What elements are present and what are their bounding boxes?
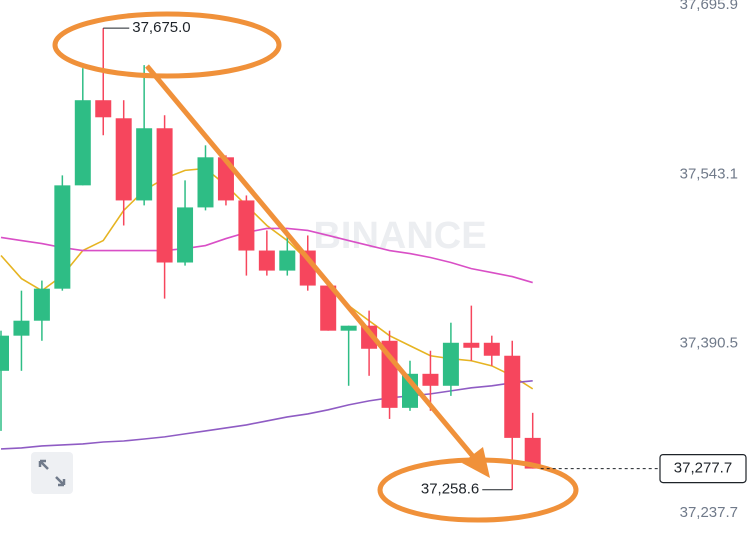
candle-body <box>320 285 337 331</box>
candle-body <box>0 335 9 371</box>
candle-body <box>74 100 91 186</box>
annotation-label: 37,258.6 <box>421 481 479 498</box>
candle-body <box>54 185 71 289</box>
candle-body <box>524 437 541 469</box>
last-price-label: 37,277.7 <box>674 460 732 477</box>
candle-body <box>463 342 480 348</box>
candle-body <box>136 128 153 201</box>
candle-body <box>361 325 378 349</box>
candle-body <box>504 355 521 438</box>
fullscreen-button[interactable] <box>31 452 73 494</box>
candle-body <box>299 250 316 286</box>
candle-body <box>13 320 30 336</box>
y-tick-label: 37,237.7 <box>680 504 738 521</box>
ma-line <box>0 227 533 284</box>
candle-body <box>197 157 214 208</box>
candle-body <box>442 342 459 386</box>
candle-body <box>115 118 132 201</box>
candle-body <box>33 288 50 321</box>
candle-body <box>95 100 112 118</box>
ma-line <box>0 379 533 450</box>
y-tick-label: 37,390.5 <box>680 335 738 352</box>
candle-body <box>422 373 439 386</box>
last-price-box <box>659 453 747 484</box>
hand-annotation <box>52 11 579 523</box>
y-tick-label: 37,695.9 <box>680 0 738 13</box>
candle-body <box>156 128 173 263</box>
annotation-label: 37,675.0 <box>132 19 190 36</box>
candle-body <box>340 325 357 331</box>
y-tick-label: 37,543.1 <box>680 165 738 182</box>
watermark: BINANCE <box>313 215 486 257</box>
candle-body <box>483 342 500 356</box>
candle-body <box>238 200 255 251</box>
plot <box>0 28 541 490</box>
candle-body <box>279 250 296 271</box>
candle-body <box>177 207 194 263</box>
candle-body <box>258 250 275 271</box>
